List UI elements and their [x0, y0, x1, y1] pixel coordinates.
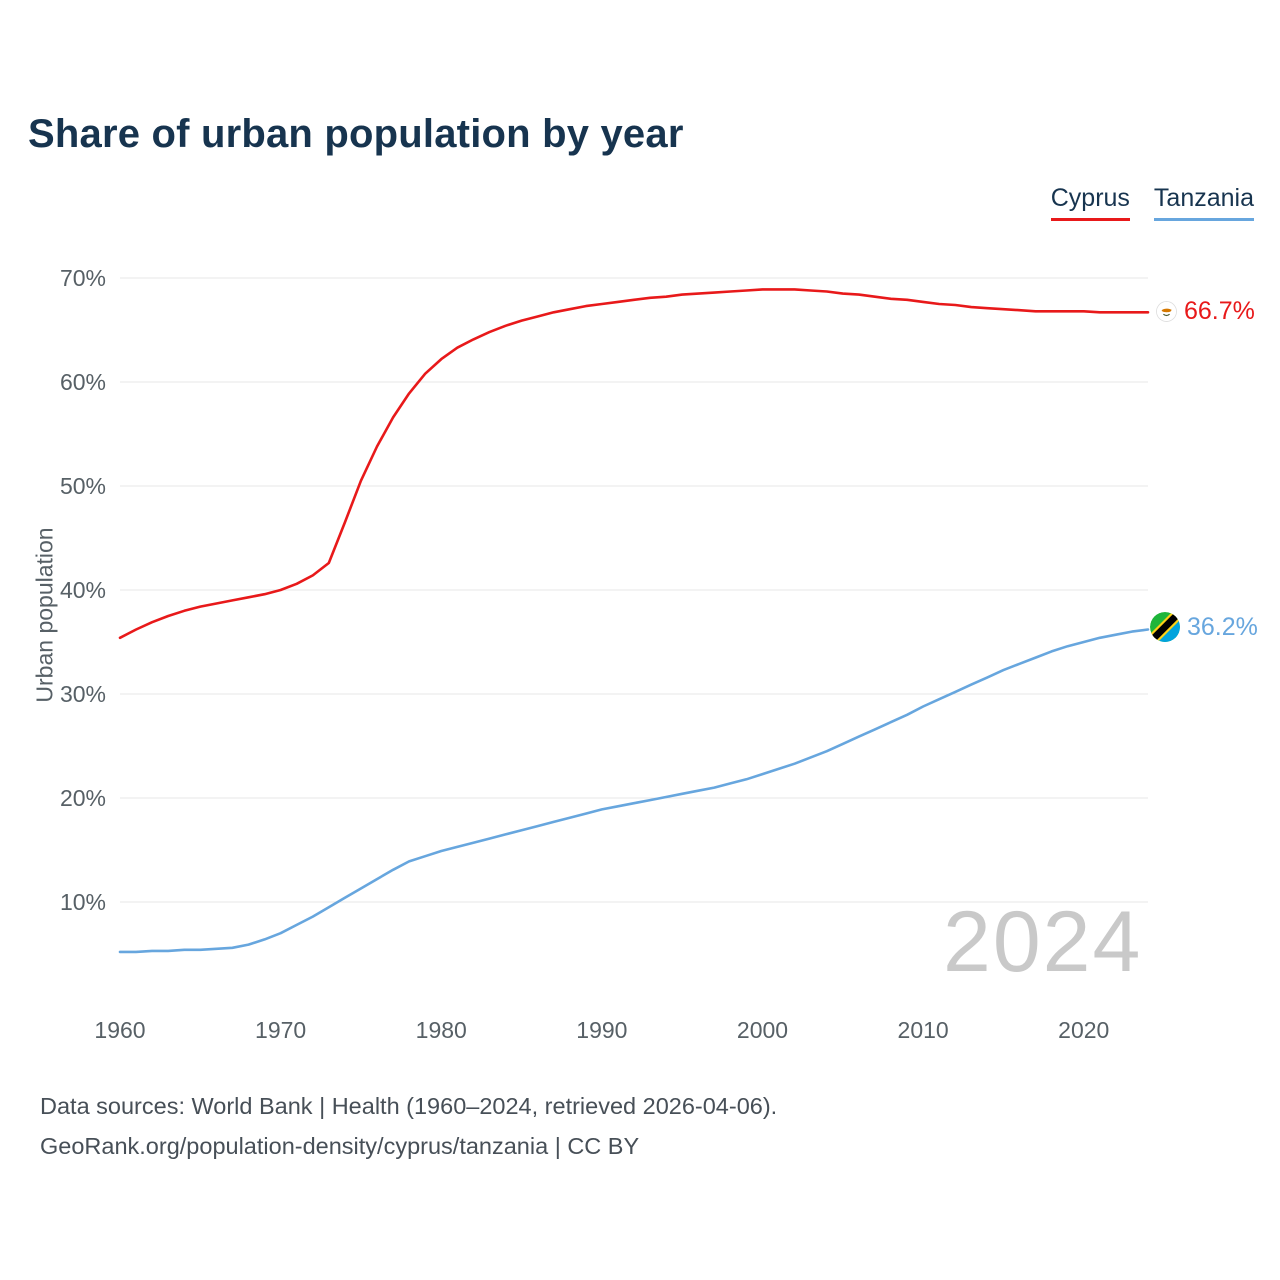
end-label-tanzania: 36.2% [1150, 612, 1258, 642]
legend: Cyprus Tanzania [1050, 184, 1254, 221]
end-label-cyprus: 66.7% [1156, 297, 1255, 326]
y-tick-label: 10% [60, 889, 106, 915]
x-tick-label: 2000 [737, 1017, 788, 1043]
y-axis-title: Urban population [31, 527, 58, 703]
x-tick-label: 1980 [416, 1017, 467, 1043]
x-tick-label: 2020 [1058, 1017, 1109, 1043]
watermark-year: 2024 [943, 894, 1143, 990]
legend-item-cyprus[interactable]: Cyprus [1050, 184, 1130, 221]
y-tick-label: 20% [60, 785, 106, 811]
series-line-tanzania [118, 628, 1150, 954]
y-tick-label: 50% [60, 473, 106, 499]
series-line-cyprus [118, 288, 1150, 640]
tanzania-flag-icon [1150, 612, 1180, 642]
footer-attribution: GeoRank.org/population-density/cyprus/ta… [40, 1133, 640, 1159]
footer: Data sources: World Bank | Health (1960–… [40, 1086, 777, 1166]
legend-item-tanzania[interactable]: Tanzania [1153, 184, 1254, 221]
y-tick-label: 40% [60, 577, 106, 603]
y-tick-label: 70% [60, 265, 106, 291]
end-value-cyprus: 66.7% [1184, 297, 1255, 325]
chart-title: Share of urban population by year [28, 112, 684, 156]
x-tick-label: 1960 [94, 1017, 145, 1043]
x-tick-label: 1990 [576, 1017, 627, 1043]
footer-sources: Data sources: World Bank | Health (1960–… [40, 1093, 778, 1119]
x-tick-label: 1970 [255, 1017, 306, 1043]
end-value-tanzania: 36.2% [1187, 612, 1258, 641]
x-tick-label: 2010 [898, 1017, 949, 1043]
y-tick-label: 60% [60, 369, 106, 395]
cyprus-flag-icon [1156, 301, 1177, 322]
y-tick-label: 30% [60, 681, 106, 707]
